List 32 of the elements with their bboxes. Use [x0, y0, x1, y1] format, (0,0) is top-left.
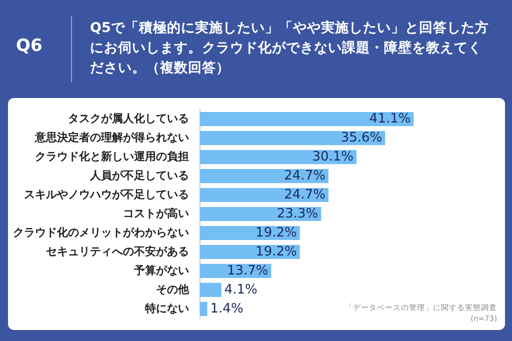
y-tick-label: スキルやノウハウが不足している: [24, 188, 189, 201]
bar: [200, 131, 386, 146]
chart-title: Q5で「積極的に実施したい」「やや実施したい」と回答した方にお伺いします。クラウド化ができない課題・障壁を教えてください。（複数回答）: [90, 19, 490, 78]
bar: [200, 169, 328, 184]
y-tick-label: 人員が不足している: [89, 168, 189, 182]
data-label: 19.2%: [256, 225, 297, 240]
data-label: 1.4%: [210, 301, 244, 316]
data-label: 13.7%: [226, 263, 268, 278]
data-label: 35.6%: [340, 130, 382, 146]
y-tick-label: クラウド化と新しい運用の負担: [35, 150, 189, 163]
y-tick-label: タスクが属人化している: [68, 112, 189, 125]
data-label: 41.1%: [369, 111, 411, 126]
bar: [200, 112, 414, 126]
y-tick-label: 特にない: [144, 302, 189, 315]
y-tick-label: 意思決定者の理解が得られない: [34, 130, 189, 144]
data-label: 19.2%: [256, 244, 297, 260]
text: Q6: [16, 36, 42, 56]
data-label: 4.1%: [224, 282, 258, 298]
data-label: 24.7%: [284, 168, 326, 184]
data-label: 30.1%: [312, 149, 354, 164]
y-tick-label: セキュリティへの不安がある: [46, 244, 189, 258]
bar: [200, 188, 328, 202]
y-tick-label: クラウド化のメリットがわからない: [13, 226, 189, 239]
bar: [200, 150, 357, 164]
data-label: 23.3%: [276, 206, 318, 222]
data-label: 24.7%: [284, 187, 326, 202]
bar: [200, 282, 222, 297]
bar: [200, 302, 208, 316]
y-tick-label: コストが高い: [123, 206, 189, 220]
y-tick-label: その他: [156, 282, 190, 296]
bar: [200, 206, 322, 222]
y-tick-label: 予算がない: [133, 264, 189, 277]
